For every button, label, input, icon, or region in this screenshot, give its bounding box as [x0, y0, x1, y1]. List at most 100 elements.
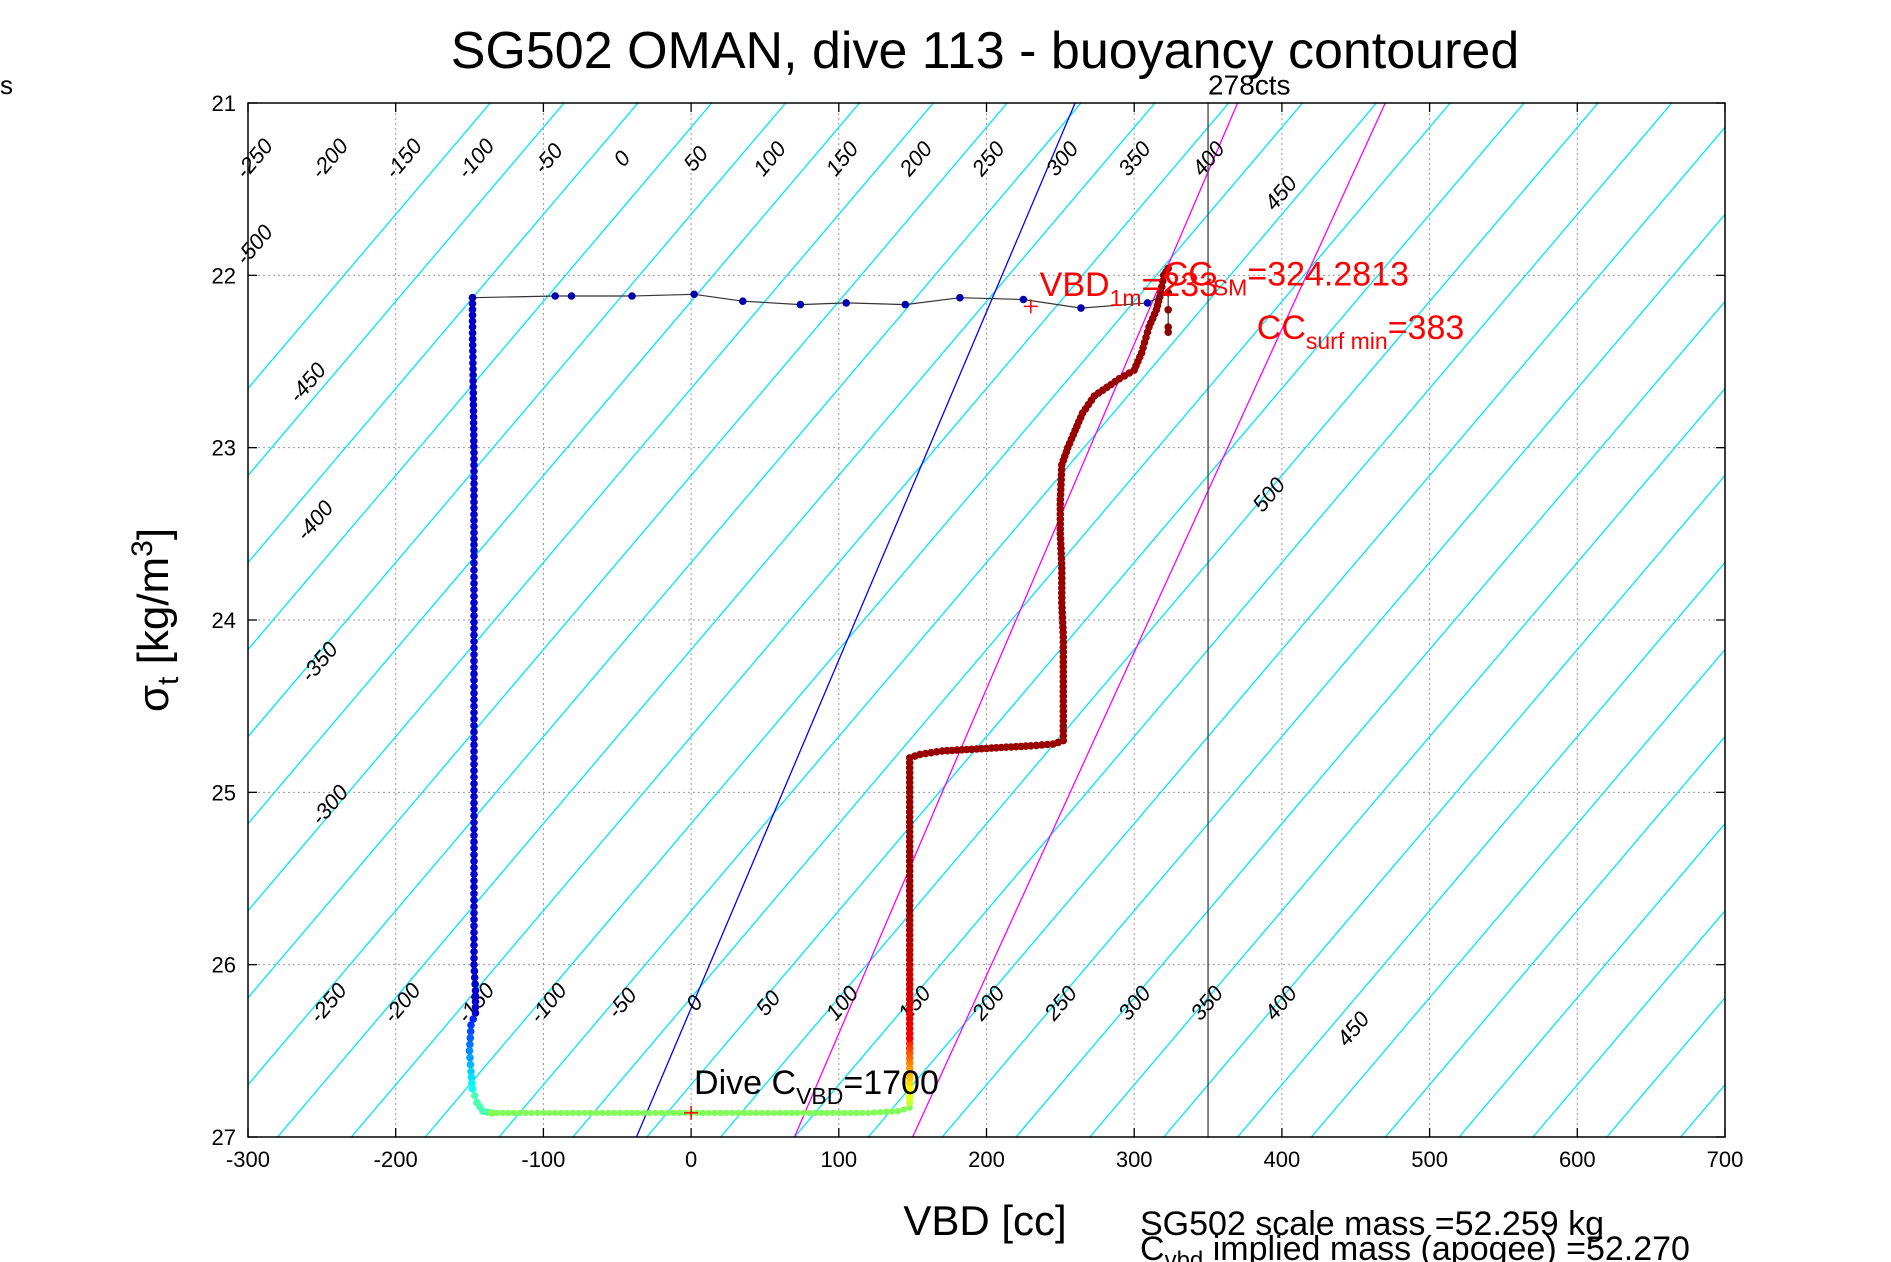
data-point	[470, 618, 478, 626]
data-point	[470, 592, 478, 601]
data-point	[469, 353, 477, 361]
data-point	[466, 1053, 474, 1062]
data-point	[739, 297, 747, 306]
data-point	[470, 773, 478, 782]
data-point	[628, 292, 636, 300]
data-point	[770, 1109, 777, 1117]
data-point	[782, 1109, 789, 1117]
contour-line	[248, 103, 1008, 999]
contour-label: 300	[1113, 980, 1156, 1025]
contour-label: 400	[1187, 136, 1230, 181]
annotation-cts: 278cts	[1208, 69, 1291, 100]
data-point	[470, 741, 478, 749]
data-point	[470, 857, 478, 866]
data-point	[664, 1109, 671, 1117]
contour-line	[1237, 561, 1725, 1137]
data-point	[470, 909, 478, 917]
chart-title: SG502 OMAN, dive 113 - buoyancy contoure…	[451, 22, 1520, 80]
contour-line	[248, 103, 1082, 1086]
contour-label: 150	[821, 136, 864, 181]
data-point	[468, 305, 477, 314]
data-point	[575, 1109, 582, 1117]
data-point	[1159, 277, 1167, 285]
data-point	[469, 413, 478, 421]
data-point	[470, 715, 478, 723]
data-point	[617, 1109, 624, 1117]
data-point	[469, 425, 478, 433]
contour-line	[720, 103, 1599, 1137]
data-point	[470, 670, 478, 678]
data-point	[1038, 741, 1046, 749]
data-point	[906, 1104, 913, 1111]
contour-line	[248, 103, 713, 651]
data-point	[505, 1109, 512, 1117]
data-point	[468, 341, 477, 349]
data-point	[723, 1109, 730, 1117]
buoyancy-contours	[248, 103, 1725, 1137]
y-tick-label: 27	[212, 1125, 236, 1150]
data-point	[470, 954, 478, 962]
data-point	[468, 293, 477, 302]
data-point	[468, 299, 477, 308]
data-point	[469, 419, 478, 427]
data-point	[487, 1109, 496, 1117]
data-point	[470, 947, 478, 956]
annotation-sub: SM	[1213, 275, 1248, 301]
contour-label: -200	[378, 977, 426, 1027]
data-point	[534, 1109, 541, 1117]
data-point	[470, 624, 478, 633]
data-point	[469, 347, 477, 355]
x-tick-label: 500	[1411, 1147, 1448, 1172]
data-point	[470, 637, 478, 646]
data-point	[471, 986, 480, 995]
data-point	[865, 1109, 872, 1117]
data-point	[634, 1109, 642, 1117]
data-point	[1019, 295, 1028, 304]
x-tick-label: 0	[685, 1147, 697, 1172]
data-point	[835, 1109, 842, 1117]
data-point	[469, 401, 478, 409]
y-tick-label: 25	[212, 780, 236, 805]
data-point	[776, 1109, 783, 1117]
contour-label: 50	[751, 985, 786, 1020]
annotation-vbd1m: VBD1m=233	[1040, 266, 1218, 311]
data-point	[470, 498, 478, 506]
data-point	[841, 1109, 848, 1117]
contour-label: -200	[306, 133, 354, 183]
data-point	[470, 437, 478, 445]
contour-label: 450	[1332, 1006, 1375, 1051]
data-point	[470, 883, 478, 891]
data-point	[470, 928, 478, 937]
data-point	[470, 566, 478, 574]
footer-scale-mass: SG502 scale mass =52.259 kg	[1140, 1205, 1604, 1243]
data-point	[470, 611, 478, 620]
contour-line	[277, 103, 1156, 1137]
contour-label: 50	[678, 140, 713, 175]
contour-label: 500	[1247, 472, 1290, 517]
contour-label: 0	[608, 145, 635, 171]
data-point	[494, 1109, 501, 1117]
data-point	[470, 644, 478, 652]
data-point	[470, 657, 478, 665]
data-point	[465, 1047, 474, 1055]
footer-vbd-sub: vbd	[1165, 1247, 1204, 1262]
contour-line	[572, 103, 1451, 1137]
x-tick-label: -100	[521, 1147, 565, 1172]
data-point	[470, 504, 478, 512]
y-label-rest: [kg/m	[129, 557, 178, 677]
data-point	[611, 1109, 618, 1117]
data-point	[628, 1109, 636, 1117]
data-point	[470, 915, 478, 924]
data-point	[729, 1109, 736, 1117]
annotation-rest: =324.2813	[1247, 256, 1409, 294]
x-tick-label: 100	[820, 1147, 857, 1172]
data-point	[705, 1109, 712, 1117]
data-point	[470, 529, 478, 537]
data-point	[569, 1109, 577, 1117]
contour-line	[248, 103, 860, 825]
contour-label: 450	[1259, 170, 1302, 215]
data-point	[470, 786, 478, 794]
contour-label: -150	[379, 133, 427, 183]
data-point	[469, 359, 477, 367]
data-point	[469, 365, 477, 373]
